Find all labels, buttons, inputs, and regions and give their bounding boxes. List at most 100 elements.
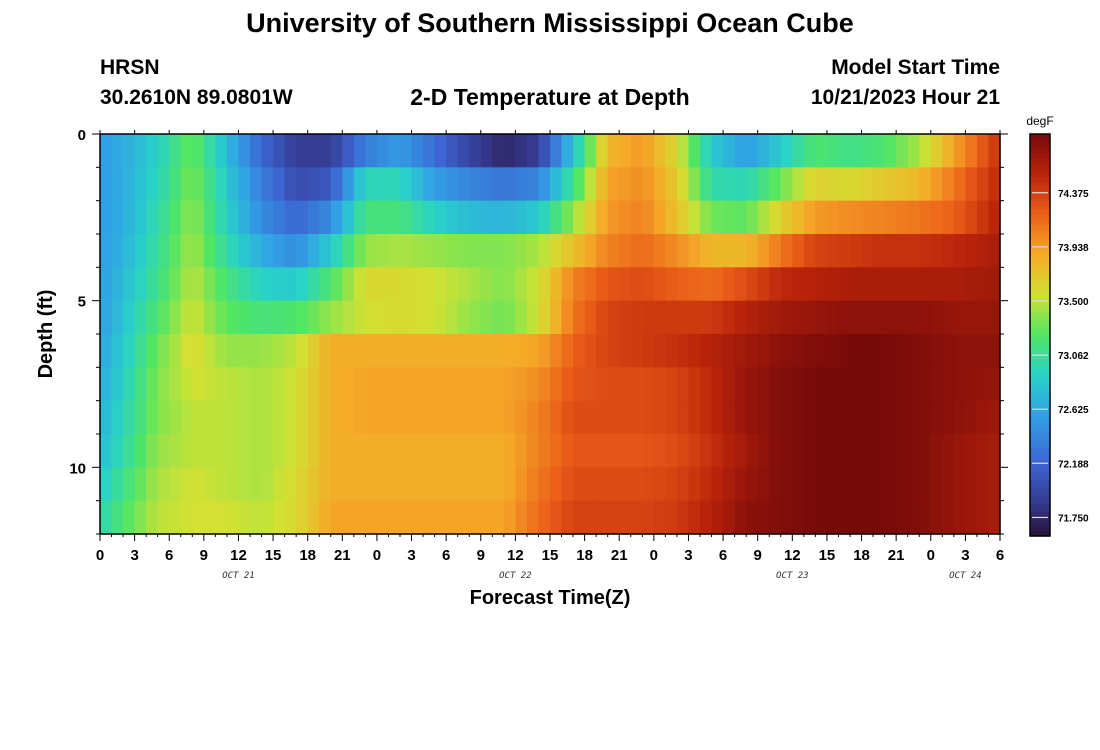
heatmap-cell: [838, 300, 851, 335]
heatmap-cell: [111, 167, 124, 202]
heatmap-cell: [353, 134, 366, 168]
heatmap-cell: [550, 400, 563, 435]
heatmap-cell: [988, 167, 1001, 202]
colorbar-tick-label: 72.188: [1058, 459, 1089, 470]
heatmap-cell: [273, 167, 286, 202]
heatmap-cell: [630, 167, 643, 202]
colorbar-segment: [1030, 134, 1050, 139]
heatmap-cell: [215, 200, 228, 235]
heatmap-cell: [665, 134, 678, 168]
heatmap-cell: [734, 400, 747, 435]
heatmap-cell: [792, 234, 805, 268]
heatmap-cell: [976, 400, 990, 435]
colorbar-segment: [1030, 286, 1050, 292]
heatmap-cell: [538, 500, 551, 535]
heatmap-cell: [711, 334, 724, 368]
heatmap-cell: [526, 300, 540, 335]
heatmap-cell: [123, 234, 136, 268]
x-tick-label: 6: [719, 547, 727, 564]
heatmap-cell: [503, 500, 516, 535]
heatmap-cell: [757, 400, 770, 435]
heatmap-cell: [226, 367, 240, 402]
heatmap-cell: [250, 467, 263, 502]
heatmap-cell: [953, 367, 966, 402]
heatmap-cell: [642, 234, 655, 268]
heatmap-cell: [769, 367, 782, 402]
heatmap-cell: [538, 200, 551, 235]
heatmap-cell: [746, 400, 759, 435]
heatmap-cell: [838, 134, 851, 168]
heatmap-cell: [826, 500, 840, 535]
colorbar-segment: [1030, 322, 1050, 328]
heatmap-cell: [896, 300, 909, 335]
heatmap-cell: [342, 334, 355, 368]
heatmap-cell: [607, 267, 620, 302]
heatmap-cell: [538, 300, 551, 335]
heatmap-cell: [780, 234, 793, 268]
heatmap-cell: [815, 434, 828, 468]
heatmap-cell: [226, 300, 240, 335]
heatmap-cell: [757, 300, 770, 335]
heatmap-cell: [711, 167, 724, 202]
heatmap-cell: [607, 167, 620, 202]
heatmap-cell: [411, 434, 424, 468]
chart-subtitle: 2-D Temperature at Depth: [410, 84, 690, 110]
heatmap-cell: [550, 367, 563, 402]
colorbar-segment: [1030, 367, 1050, 372]
heatmap-cell: [861, 267, 874, 302]
heatmap-cell: [503, 134, 516, 168]
heatmap-cell: [942, 400, 955, 435]
heatmap-cell: [976, 134, 990, 168]
heatmap-cell: [400, 467, 413, 502]
heatmap-cell: [965, 500, 978, 535]
heatmap-cell: [503, 167, 516, 202]
heatmap-cell: [180, 334, 193, 368]
heatmap-cell: [573, 434, 586, 468]
colorbar-segment: [1030, 403, 1050, 408]
heatmap-cell: [376, 467, 390, 502]
heatmap-cell: [780, 434, 793, 468]
heatmap-cell: [953, 400, 966, 435]
heatmap-cell: [469, 400, 482, 435]
heatmap-cell: [446, 200, 459, 235]
heatmap-cell: [688, 300, 701, 335]
heatmap-cell: [261, 134, 274, 168]
heatmap-cell: [630, 367, 643, 402]
heatmap-cell: [515, 434, 528, 468]
heatmap-cell: [469, 300, 482, 335]
heatmap-cell: [157, 267, 170, 302]
heatmap-cell: [492, 300, 505, 335]
colorbar-segment: [1030, 210, 1050, 215]
heatmap-cell: [965, 200, 978, 235]
colorbar-segment: [1030, 162, 1050, 167]
heatmap-cell: [134, 134, 147, 168]
heatmap-cell: [780, 400, 793, 435]
colorbar-segment: [1030, 347, 1050, 352]
heatmap-cell: [815, 200, 828, 235]
colorbar-segment: [1030, 266, 1050, 272]
heatmap-cell: [111, 500, 124, 535]
heatmap-cell: [896, 500, 909, 535]
heatmap-cell: [607, 134, 620, 168]
heatmap-cell: [873, 434, 886, 468]
colorbar-frame: [1029, 133, 1051, 537]
heatmap-cell: [330, 200, 343, 235]
heatmap-cell: [861, 167, 874, 202]
heatmap-cell: [815, 334, 828, 368]
heatmap-cell: [100, 367, 113, 402]
heatmap-cell: [319, 500, 332, 535]
heatmap-cell: [111, 234, 124, 268]
heatmap-cell: [561, 367, 574, 402]
colorbar-segment: [1030, 170, 1050, 175]
heatmap-cell: [976, 167, 990, 202]
heatmap-cell: [584, 267, 597, 302]
heatmap-cell: [284, 434, 297, 468]
heatmap-cell: [215, 134, 228, 168]
heatmap-cell: [515, 200, 528, 235]
heatmap-cell: [688, 367, 701, 402]
heatmap-cell: [746, 300, 759, 335]
heatmap-cell: [550, 434, 563, 468]
heatmap-cell: [607, 500, 620, 535]
heatmap-cell: [688, 167, 701, 202]
heatmap-cell: [469, 234, 482, 268]
